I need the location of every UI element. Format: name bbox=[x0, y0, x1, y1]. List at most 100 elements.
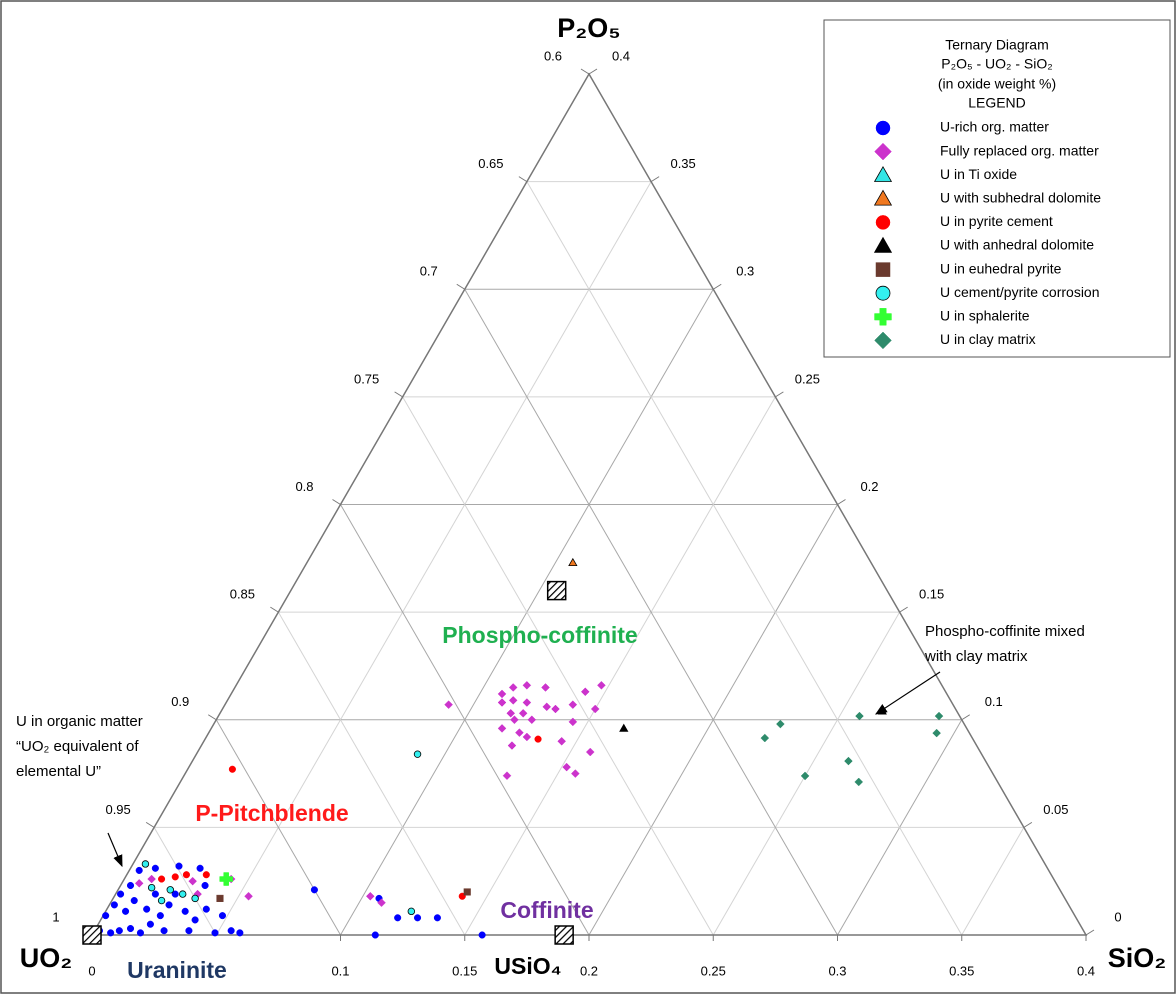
region-label: Uraninite bbox=[127, 957, 227, 983]
vertex-label: SiO₂ bbox=[1108, 943, 1167, 973]
point bbox=[760, 733, 770, 743]
point bbox=[522, 680, 532, 690]
point bbox=[934, 711, 944, 721]
point bbox=[143, 905, 151, 913]
point bbox=[932, 728, 941, 738]
point bbox=[179, 890, 187, 898]
point bbox=[175, 862, 183, 870]
point bbox=[121, 907, 130, 915]
grid-line bbox=[402, 396, 714, 936]
point bbox=[568, 557, 578, 566]
sio2-tick-label: 0.15 bbox=[452, 963, 477, 978]
legend-marker bbox=[874, 308, 892, 326]
p2o5-tick-label: 0 bbox=[1114, 909, 1121, 924]
point bbox=[160, 927, 168, 935]
legend-marker bbox=[875, 120, 891, 136]
point bbox=[518, 708, 528, 718]
point bbox=[522, 732, 532, 742]
tick-mark bbox=[580, 68, 590, 75]
point bbox=[134, 879, 144, 888]
point bbox=[508, 696, 518, 705]
legend-label: U in sphalerite bbox=[940, 308, 1030, 324]
tick-mark bbox=[837, 499, 846, 505]
point bbox=[126, 881, 135, 890]
point bbox=[201, 881, 209, 890]
legend-marker bbox=[874, 331, 892, 350]
grid-line bbox=[526, 181, 963, 936]
point bbox=[181, 907, 189, 915]
tick-mark bbox=[270, 606, 279, 613]
tick-mark bbox=[456, 283, 466, 290]
sio2-tick-label: 0.35 bbox=[949, 963, 974, 978]
annotation: with clay matrix bbox=[924, 648, 1028, 665]
sio2-tick-label: 0.1 bbox=[331, 963, 349, 978]
point bbox=[115, 927, 123, 935]
point bbox=[507, 741, 517, 750]
point bbox=[216, 894, 224, 902]
point bbox=[510, 715, 519, 725]
legend-label: U in Ti oxide bbox=[940, 166, 1017, 182]
p2o5-tick-label: 0.1 bbox=[985, 694, 1003, 709]
point bbox=[506, 708, 516, 718]
point bbox=[562, 762, 571, 772]
point bbox=[551, 704, 560, 714]
point bbox=[151, 864, 159, 872]
p2o5-tick-label: 0.25 bbox=[795, 371, 820, 386]
point bbox=[236, 929, 244, 937]
point bbox=[171, 890, 179, 898]
uo2-tick-label: 0.85 bbox=[230, 587, 255, 602]
point bbox=[542, 702, 552, 712]
region-label: Phospho-coffinite bbox=[442, 622, 637, 648]
annotation: Phospho-coffinite mixed bbox=[925, 623, 1085, 640]
point bbox=[130, 897, 138, 905]
point bbox=[413, 914, 422, 922]
point bbox=[110, 901, 118, 909]
grid-line bbox=[340, 504, 590, 936]
point bbox=[146, 920, 154, 928]
region-label: USiO₄ bbox=[494, 953, 561, 979]
point bbox=[619, 723, 629, 732]
uo2-tick-label: 0.95 bbox=[105, 802, 130, 817]
point bbox=[413, 750, 422, 758]
legend-label: U cement/pyrite corrosion bbox=[940, 284, 1100, 300]
point bbox=[568, 700, 578, 709]
point bbox=[568, 717, 578, 727]
point bbox=[534, 735, 542, 743]
tick-mark bbox=[775, 391, 784, 398]
legend-marker bbox=[873, 189, 893, 206]
point bbox=[590, 704, 600, 714]
point bbox=[188, 876, 197, 886]
legend-box bbox=[823, 19, 1171, 358]
p2o5-tick-label: 0.4 bbox=[612, 48, 630, 63]
tick-mark bbox=[1085, 929, 1095, 936]
uo2-tick-label: 0.9 bbox=[171, 694, 189, 709]
grid-line bbox=[961, 827, 1025, 936]
point bbox=[497, 689, 507, 699]
point bbox=[394, 914, 402, 922]
point bbox=[147, 874, 156, 884]
p2o5-tick-label: 0.35 bbox=[670, 156, 695, 171]
sio2-tick-label: 0.3 bbox=[828, 963, 846, 978]
point bbox=[151, 890, 159, 898]
legend-marker bbox=[874, 142, 892, 161]
grid-line bbox=[215, 719, 341, 936]
point bbox=[571, 769, 580, 778]
point bbox=[877, 706, 887, 715]
point bbox=[541, 683, 550, 692]
p2o5-tick-label: 0.3 bbox=[736, 264, 754, 279]
region-label: P-Pitchblende bbox=[195, 800, 348, 826]
point bbox=[433, 914, 441, 922]
legend-label: U with anhedral dolomite bbox=[940, 237, 1094, 253]
grid-line bbox=[277, 611, 466, 936]
p2o5-tick-label: 0.15 bbox=[919, 587, 944, 602]
legend-marker bbox=[873, 165, 893, 182]
point bbox=[527, 715, 537, 725]
grid-line bbox=[464, 396, 776, 936]
point bbox=[107, 929, 115, 937]
point bbox=[776, 719, 785, 729]
sio2-tick-label: 0.25 bbox=[701, 963, 726, 978]
point bbox=[185, 927, 193, 935]
point bbox=[165, 901, 173, 909]
point bbox=[147, 883, 156, 892]
